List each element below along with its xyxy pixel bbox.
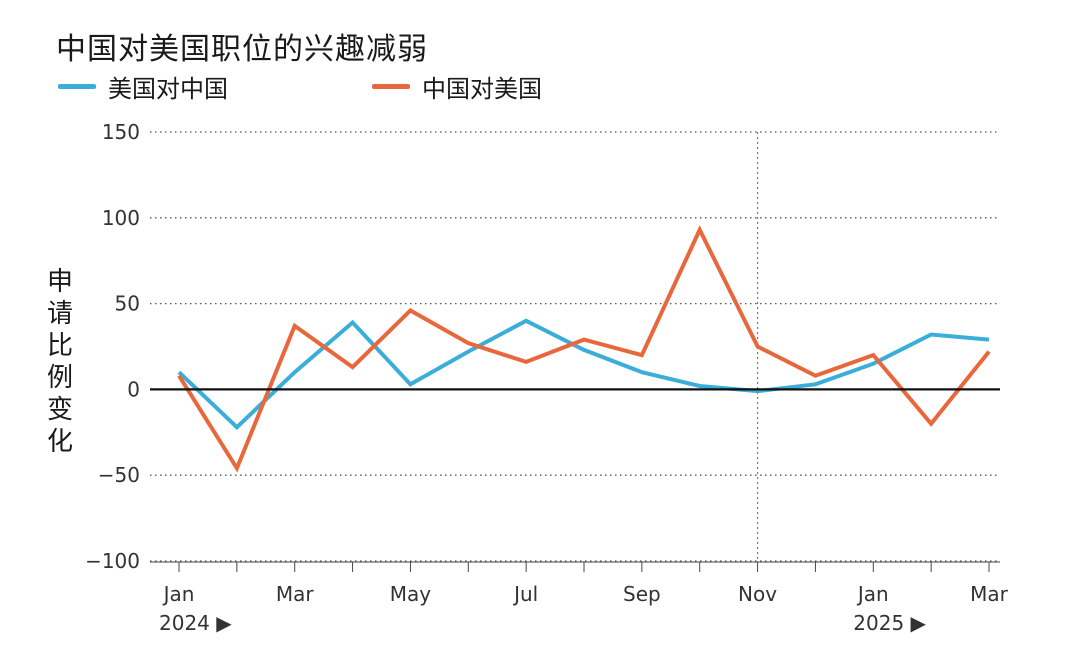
series-line-0	[177, 318, 990, 430]
x-tick-label: Jan	[856, 582, 889, 606]
x-tick-label: Jul	[512, 582, 538, 606]
y-axis-label: 申 请 比 例 变 化	[40, 266, 80, 458]
y-axis-label-char: 变	[46, 395, 73, 425]
y-tick-label: 50	[115, 292, 140, 316]
y-tick-label: −100	[85, 549, 140, 573]
x-tick-label: Mar	[970, 582, 1009, 606]
legend-label-china-to-us: 中国对美国	[422, 74, 542, 103]
y-tick-label: 0	[127, 377, 140, 401]
x-tick-label: May	[390, 582, 432, 606]
series-line-1	[177, 225, 991, 473]
y-tick-label: −50	[98, 463, 140, 487]
y-tick-label: 150	[102, 120, 140, 144]
x-tick-label: Mar	[276, 582, 315, 606]
legend-swatch-us-to-china	[58, 83, 96, 89]
legend-item-us-to-china: 美国对中国	[58, 68, 228, 104]
y-axis-label-char: 比	[46, 331, 73, 361]
legend-swatch-china-to-us	[372, 83, 410, 89]
x-tick-label: Nov	[738, 582, 777, 606]
x-tick-label: Sep	[623, 582, 661, 606]
chart-legend: 美国对中国 中国对美国	[0, 68, 1080, 104]
y-axis-label-char: 化	[46, 427, 73, 457]
y-axis-label-char: 申	[46, 267, 73, 297]
x-year-label: 2025 ▶	[853, 611, 926, 635]
x-year-label: 2024 ▶	[159, 611, 232, 635]
y-tick-label: 100	[102, 206, 140, 230]
legend-item-china-to-us: 中国对美国	[372, 68, 542, 104]
chart-title: 中国对美国职位的兴趣减弱	[56, 32, 428, 67]
y-axis-label-char: 例	[46, 363, 73, 393]
x-tick-label: Jan	[162, 582, 195, 606]
y-axis-label-char: 请	[46, 299, 73, 329]
legend-label-us-to-china: 美国对中国	[108, 74, 228, 103]
